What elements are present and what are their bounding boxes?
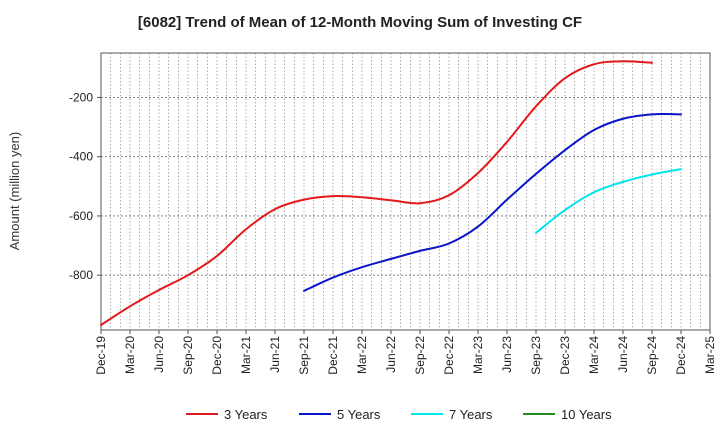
series-line-3-years xyxy=(100,60,653,326)
series-line-5-years xyxy=(303,113,682,292)
y-tick-label: -800 xyxy=(69,268,93,282)
legend-label-7-years: 7 Years xyxy=(449,407,493,422)
series-line-7-years xyxy=(535,168,682,234)
x-tick-label: Mar-25 xyxy=(703,336,717,374)
x-tick-label: Mar-21 xyxy=(239,336,253,374)
x-tick-label: Dec-19 xyxy=(94,336,108,375)
x-tick-label: Dec-20 xyxy=(210,336,224,375)
x-axis: Dec-19 Mar-20 Jun-20 Sep-20 Dec-20 Mar-21 Jun-… xyxy=(94,330,717,375)
x-tick-label: Dec-21 xyxy=(326,336,340,375)
legend-label-10-years: 10 Years xyxy=(561,407,612,422)
x-tick-label: Mar-23 xyxy=(471,336,485,374)
x-tick-label: Jun-24 xyxy=(616,336,630,373)
x-tick-label: Sep-20 xyxy=(181,336,195,375)
y-axis-label: Amount (million yen) xyxy=(7,132,22,251)
y-axis: -200 -400 -600 -800 xyxy=(69,90,101,282)
y-tick-label: -600 xyxy=(69,209,93,223)
x-tick-label: Jun-20 xyxy=(152,336,166,373)
y-tick-label: -200 xyxy=(69,90,93,104)
legend-label-3-years: 3 Years xyxy=(224,407,268,422)
x-tick-label: Dec-22 xyxy=(442,336,456,375)
x-tick-label: Jun-23 xyxy=(500,336,514,373)
x-tick-label: Jun-22 xyxy=(384,336,398,373)
chart-title: [6082] Trend of Mean of 12-Month Moving … xyxy=(138,14,582,31)
legend-label-5-years: 5 Years xyxy=(337,407,381,422)
legend: 3 Years 5 Years 7 Years 10 Years xyxy=(186,407,612,422)
x-tick-label: Sep-22 xyxy=(413,336,427,375)
x-tick-label: Jun-21 xyxy=(268,336,282,373)
x-tick-label: Mar-22 xyxy=(355,336,369,374)
x-tick-label: Mar-24 xyxy=(587,336,601,374)
series-group xyxy=(100,60,682,326)
plot-frame xyxy=(100,52,711,331)
y-tick-label: -400 xyxy=(69,150,93,164)
x-tick-label: Dec-23 xyxy=(558,336,572,375)
x-tick-label: Sep-21 xyxy=(297,336,311,375)
x-tick-label: Sep-23 xyxy=(529,336,543,375)
x-tick-label: Sep-24 xyxy=(645,336,659,375)
x-tick-label: Dec-24 xyxy=(674,336,688,375)
x-tick-label: Mar-20 xyxy=(123,336,137,374)
grid xyxy=(100,53,711,330)
